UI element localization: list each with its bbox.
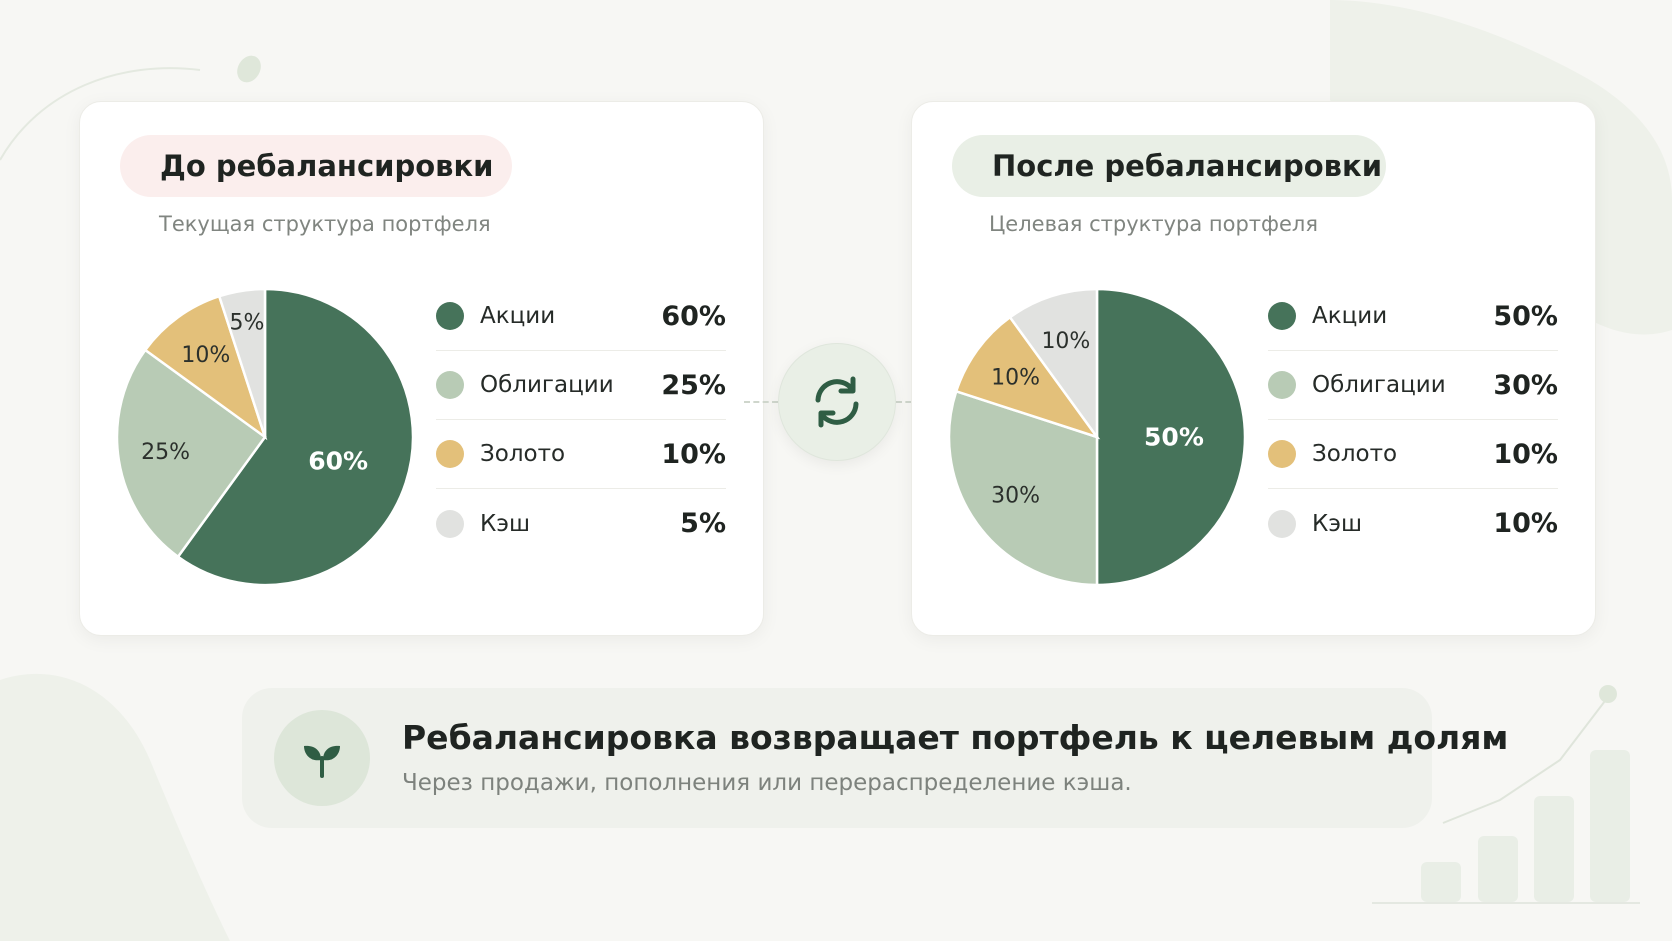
after-title-pill: После ребалансировки bbox=[952, 135, 1386, 197]
before-legend-label-cash: Кэш bbox=[480, 510, 530, 537]
after-legend: Акции 50% Облигации 30% Золото 10% Кэш 10% bbox=[1268, 282, 1558, 558]
after-pie-chart: 50% 30% 10%10% bbox=[947, 287, 1247, 587]
after-slice-gold bbox=[954, 315, 1101, 440]
before-legend-swatch-gold bbox=[436, 440, 464, 468]
sync-button bbox=[778, 343, 896, 461]
before-legend-row-stocks: Акции 60% bbox=[436, 282, 726, 351]
sync-arrows-icon bbox=[815, 376, 859, 428]
before-title-pill: До ребалансировки bbox=[120, 135, 512, 197]
after-legend-row-cash: Кэш 10% bbox=[1268, 489, 1558, 558]
after-slice-cash bbox=[1008, 287, 1099, 441]
before-legend-swatch-cash bbox=[436, 509, 464, 538]
after-legend-swatch-cash bbox=[1268, 509, 1296, 538]
after-legend-label-cash: Кэш bbox=[1312, 510, 1362, 537]
after-legend-swatch-stocks bbox=[1268, 302, 1296, 330]
before-slice-label-gold: 10% bbox=[181, 343, 230, 368]
after-legend-label-stocks: Акции bbox=[1312, 303, 1388, 329]
after-legend-swatch-gold bbox=[1268, 440, 1296, 468]
before-legend-value-stocks: 60% bbox=[661, 300, 726, 332]
before-legend-value-cash: 5% bbox=[680, 508, 726, 539]
after-legend-value-stocks: 50% bbox=[1493, 300, 1558, 332]
after-legend-value-cash: 10% bbox=[1493, 508, 1558, 539]
before-legend-row-bonds: Облигации 25% bbox=[436, 351, 726, 420]
after-rebalancing-card: После ребалансировки Целевая структура п… bbox=[911, 101, 1596, 636]
before-legend-swatch-stocks bbox=[436, 302, 464, 330]
before-legend-swatch-bonds bbox=[436, 371, 464, 399]
before-slice-label-cash: 5% bbox=[229, 310, 264, 335]
connector-line-left bbox=[744, 401, 778, 403]
before-pie-chart: 60% 25% 10% 5% bbox=[115, 287, 415, 587]
before-slice-bonds bbox=[115, 348, 267, 559]
before-subtitle: Текущая структура портфеля bbox=[159, 212, 491, 236]
before-legend-row-cash: Кэш 5% bbox=[436, 489, 726, 558]
before-slice-label-stocks: 60% bbox=[308, 446, 368, 475]
before-legend-label-gold: Золото bbox=[480, 441, 566, 467]
before-legend-label-stocks: Акции bbox=[480, 303, 556, 329]
after-slice-label-stocks: 50% bbox=[1144, 423, 1204, 452]
after-slice-label-bonds: 30% bbox=[991, 484, 1040, 509]
before-slice-label-bonds: 25% bbox=[141, 440, 190, 465]
after-legend-value-gold: 10% bbox=[1493, 438, 1558, 470]
after-legend-label-gold: Золото bbox=[1312, 441, 1398, 467]
before-legend: Акции 60% Облигации 25% Золото 10% Кэш 5% bbox=[436, 282, 726, 558]
after-legend-row-gold: Золото 10% bbox=[1268, 420, 1558, 489]
after-legend-row-stocks: Акции 50% bbox=[1268, 282, 1558, 351]
after-subtitle: Целевая структура портфеля bbox=[989, 212, 1318, 236]
after-legend-swatch-bonds bbox=[1268, 371, 1296, 399]
after-slice-bonds bbox=[947, 389, 1099, 587]
sprout-icon bbox=[304, 745, 340, 778]
after-legend-label-bonds: Облигации bbox=[1312, 372, 1446, 398]
before-slice-stocks bbox=[176, 287, 415, 587]
before-legend-row-gold: Золото 10% bbox=[436, 420, 726, 489]
after-slice-label-cash: 10% bbox=[1041, 329, 1090, 354]
growth-bars-decoration bbox=[1372, 685, 1640, 904]
before-legend-value-bonds: 25% bbox=[661, 369, 726, 401]
banner-subtitle: Через продажи, пополнения или перераспре… bbox=[402, 770, 1132, 796]
sprout-icon-badge bbox=[274, 710, 370, 806]
before-legend-label-bonds: Облигации bbox=[480, 372, 614, 398]
before-slice-cash bbox=[217, 287, 267, 438]
after-slice-stocks bbox=[1095, 287, 1247, 587]
after-legend-value-bonds: 30% bbox=[1493, 369, 1558, 401]
after-legend-row-bonds: Облигации 30% bbox=[1268, 351, 1558, 420]
banner-title: Ребалансировка возвращает портфель к цел… bbox=[402, 718, 1509, 757]
after-slice-label-gold: 10% bbox=[991, 365, 1040, 390]
summary-banner: Ребалансировка возвращает портфель к цел… bbox=[242, 688, 1508, 828]
before-rebalancing-card: До ребалансировки Текущая структура порт… bbox=[79, 101, 764, 636]
before-slice-gold bbox=[143, 294, 268, 441]
before-legend-value-gold: 10% bbox=[661, 438, 726, 470]
